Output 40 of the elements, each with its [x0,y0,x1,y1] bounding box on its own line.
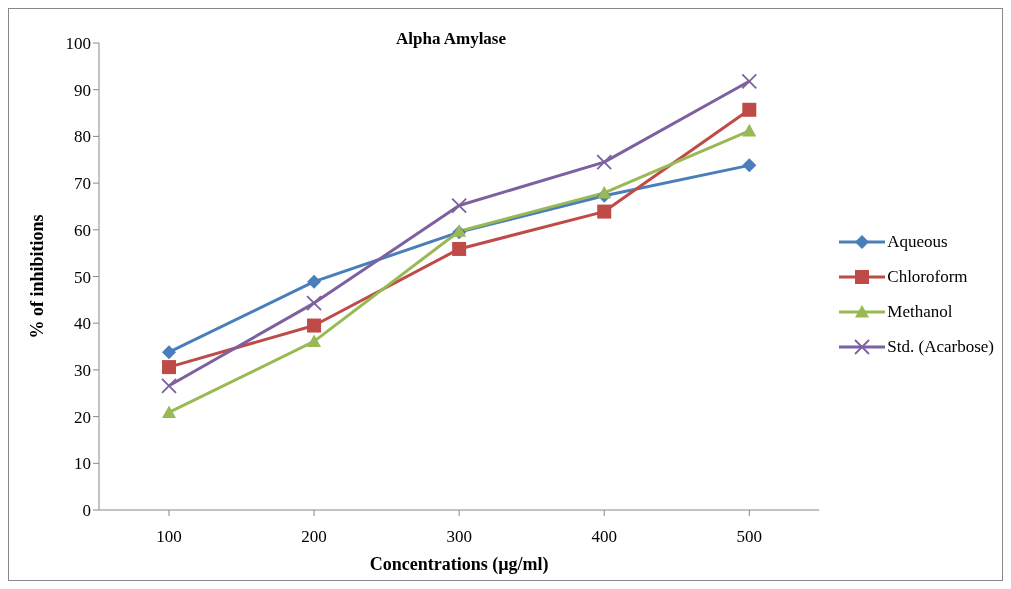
y-tick-label: 10 [74,454,91,474]
point [597,204,612,219]
x-tick-label: 500 [736,527,763,547]
y-tick-label: 90 [74,80,91,100]
x-tick-label: 200 [301,527,327,547]
y-tick-label: 80 [74,127,91,147]
point [306,295,322,312]
point [162,405,176,418]
y-tick-label: 60 [74,220,91,240]
chart-title: Alpha Amylase [394,29,507,49]
point [741,73,758,90]
y-tick-label: 20 [74,407,91,427]
point [451,197,468,214]
point [742,123,757,137]
point [307,274,322,289]
y-tick-label: 50 [74,267,91,287]
point [742,102,757,117]
x-tick-label: 100 [156,527,182,547]
point [162,345,176,360]
x-tick-label: 300 [446,527,472,547]
y-tick-label: 70 [74,174,91,194]
point [307,334,322,348]
legend-label: Std. (Acarbose) [887,337,994,357]
legend-label: Chloroform [887,267,968,287]
legend-label: Methanol [887,302,953,322]
y-tick-label: 40 [74,314,91,334]
point [161,377,177,394]
point [307,318,322,333]
point [162,360,176,375]
point [452,241,467,256]
point [742,158,757,173]
legend-label: Aqueous [887,232,948,252]
x-axis-title: Concentrations (µg/ml) [369,554,549,575]
y-tick-label: 30 [74,360,91,380]
y-tick-label: 0 [82,501,91,521]
y-tick-label: 100 [65,34,91,54]
x-tick-label: 400 [591,527,617,547]
point [596,154,613,170]
y-axis-title: % of inhibitions [27,214,48,339]
point [597,185,612,199]
